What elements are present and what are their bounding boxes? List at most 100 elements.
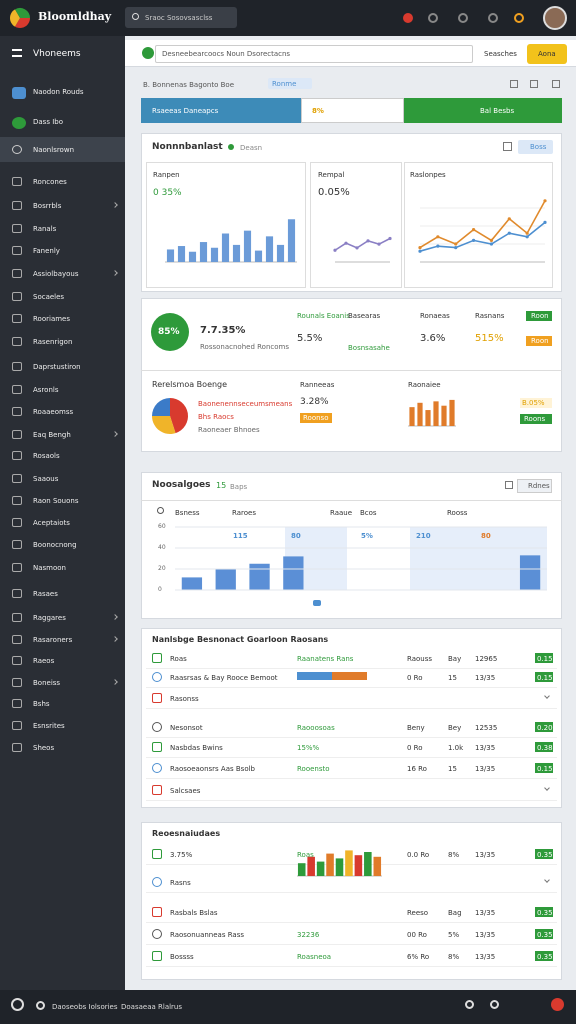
column-header: Raroes bbox=[232, 509, 256, 517]
button-label[interactable]: Boss bbox=[530, 143, 547, 151]
nav-item[interactable]: Raggares bbox=[33, 614, 66, 622]
label: Raonaiee bbox=[408, 381, 441, 389]
nav-item[interactable]: Roncones bbox=[33, 178, 67, 186]
button-label[interactable]: Aona bbox=[538, 50, 556, 58]
kpi-label: Ronaeas bbox=[420, 312, 450, 320]
input-text[interactable]: Desneebearcoocs Noun Dsorectacns bbox=[162, 50, 291, 58]
nav-item[interactable]: Boneiss bbox=[33, 679, 61, 687]
nav-item[interactable]: Naodon Rouds bbox=[33, 88, 84, 96]
sidebar bbox=[0, 36, 125, 990]
nav-icon bbox=[12, 563, 22, 572]
top-icon[interactable] bbox=[458, 13, 468, 23]
nav-item[interactable]: Bshs bbox=[33, 700, 50, 708]
row-icon bbox=[152, 785, 162, 795]
cell: Salcsaes bbox=[170, 787, 201, 795]
tag bbox=[535, 951, 553, 961]
tag-label: 0.15 bbox=[537, 765, 553, 773]
top-icon[interactable] bbox=[403, 13, 413, 23]
footer-icon[interactable] bbox=[11, 998, 24, 1011]
kpi-value: 7.7.35% bbox=[200, 325, 246, 336]
nav-item[interactable]: Rosaols bbox=[33, 452, 60, 460]
tag bbox=[535, 672, 553, 682]
top-icon[interactable] bbox=[428, 13, 438, 23]
nav-item[interactable]: Nasmoon bbox=[33, 564, 66, 572]
bar bbox=[221, 233, 230, 262]
point bbox=[366, 239, 370, 243]
footer-icon[interactable] bbox=[551, 998, 564, 1011]
figure: 80 bbox=[291, 532, 301, 540]
bar bbox=[188, 251, 197, 262]
nav-item[interactable]: Saaous bbox=[33, 475, 59, 483]
legend: Raoneaer Bhnoes bbox=[198, 426, 260, 434]
nav-item[interactable]: Dass Ibo bbox=[33, 118, 63, 126]
nav-item[interactable]: Rasenrigon bbox=[33, 338, 73, 346]
footer-icon[interactable] bbox=[465, 1000, 474, 1009]
y-tick-label: 0 bbox=[158, 586, 162, 593]
ring bbox=[151, 313, 189, 351]
kpi-caption: Rossonacnohed Roncoms bbox=[200, 343, 289, 351]
point bbox=[454, 246, 458, 250]
nav-item[interactable]: Assiolbayous bbox=[33, 270, 79, 278]
nav-item[interactable]: Naonlsrown bbox=[33, 146, 75, 154]
bar bbox=[354, 855, 363, 876]
nav-item[interactable]: Eaq Bengh bbox=[33, 431, 71, 439]
chart-value: 0.05% bbox=[318, 187, 350, 198]
pie-slice bbox=[152, 416, 176, 434]
input[interactable] bbox=[155, 45, 473, 63]
bar bbox=[287, 219, 296, 262]
nav-item[interactable]: Aceptaiots bbox=[33, 519, 70, 527]
card bbox=[141, 133, 562, 292]
tag-label: 0.15 bbox=[537, 674, 553, 682]
nav-item[interactable]: Socaeles bbox=[33, 293, 65, 301]
nav-item[interactable]: Rasaroners bbox=[33, 636, 73, 644]
column-header: Rooss bbox=[447, 509, 468, 517]
nav-item[interactable]: Asronls bbox=[33, 386, 59, 394]
link[interactable]: Seasches bbox=[484, 50, 517, 58]
top-icon[interactable] bbox=[514, 13, 524, 23]
nav-item[interactable]: Rasaes bbox=[33, 590, 58, 598]
count: 15 bbox=[216, 481, 227, 490]
nav-item[interactable]: Ranals bbox=[33, 225, 57, 233]
nav-icon bbox=[12, 385, 22, 394]
nav-item[interactable]: Fanenly bbox=[33, 247, 60, 255]
point bbox=[525, 231, 529, 235]
cell: Bay bbox=[448, 655, 462, 663]
bar bbox=[364, 852, 372, 876]
avatar[interactable] bbox=[543, 6, 567, 30]
nav-item[interactable]: Bosrrbls bbox=[33, 202, 62, 210]
footer-icon[interactable] bbox=[490, 1000, 499, 1009]
bar bbox=[199, 242, 208, 262]
point bbox=[388, 236, 392, 241]
pager[interactable] bbox=[313, 600, 321, 606]
tag-label: 0.35 bbox=[537, 953, 553, 961]
nav-icon bbox=[12, 145, 22, 154]
nav-item[interactable]: Rooriames bbox=[33, 315, 70, 323]
nav-item[interactable]: Daprstustiron bbox=[33, 363, 81, 371]
cell: 0 Ro bbox=[407, 674, 423, 682]
button[interactable] bbox=[518, 140, 553, 154]
card-title: Reoesnaiudaes bbox=[152, 829, 221, 838]
search-placeholder[interactable]: Sraoc Sosovsasclss bbox=[145, 14, 213, 22]
nav-item[interactable]: Roaaeomss bbox=[33, 408, 74, 416]
button[interactable] bbox=[527, 44, 567, 64]
nav-item[interactable]: Boonocnong bbox=[33, 541, 77, 549]
tag-label: Roon bbox=[531, 337, 549, 345]
y-tick-label: 60 bbox=[158, 523, 166, 530]
nav-icon bbox=[12, 721, 22, 730]
figure: 115 bbox=[233, 532, 248, 540]
bar bbox=[433, 401, 439, 426]
cell: Roasneoa bbox=[297, 953, 332, 961]
nav-icon bbox=[12, 407, 22, 416]
nav-item[interactable]: Raeos bbox=[33, 657, 55, 665]
row-divider bbox=[146, 778, 557, 779]
nav-item[interactable]: Esnsrites bbox=[33, 722, 65, 730]
button-label[interactable]: Rdnes bbox=[528, 482, 550, 490]
logo-slice bbox=[15, 7, 30, 18]
nav-item[interactable]: Sheos bbox=[33, 744, 55, 752]
top-icon[interactable] bbox=[488, 13, 498, 23]
cell: Rasbals Bslas bbox=[170, 909, 218, 917]
nav-item[interactable]: Raon Souons bbox=[33, 497, 79, 505]
search-box[interactable] bbox=[125, 7, 237, 28]
button[interactable] bbox=[517, 479, 552, 493]
cell: Nasbdas Bwins bbox=[170, 744, 223, 752]
